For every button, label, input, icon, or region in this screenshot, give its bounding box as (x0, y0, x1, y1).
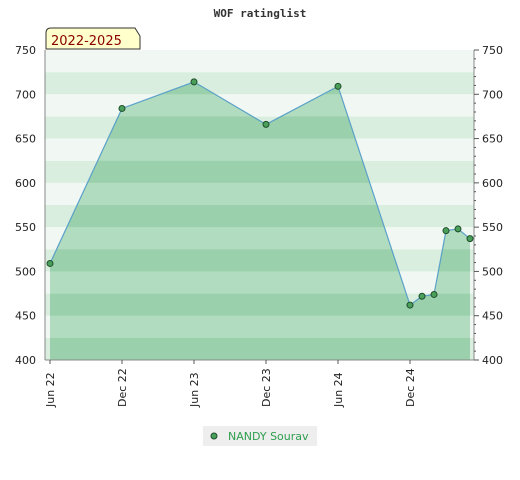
data-point[interactable] (262, 120, 270, 128)
y-tick-left: 500 (15, 265, 36, 278)
legend-label: NANDY Sourav (228, 430, 309, 443)
data-point[interactable] (466, 235, 474, 243)
data-point[interactable] (46, 259, 54, 267)
data-point[interactable] (406, 301, 414, 309)
y-tick-left: 700 (15, 88, 36, 101)
y-tick-right: 450 (482, 310, 503, 323)
y-tick-right: 600 (482, 177, 503, 190)
chart-title: WOF ratinglist (214, 7, 307, 20)
series-area (50, 81, 470, 360)
data-point[interactable] (430, 290, 438, 298)
legend[interactable]: NANDY Sourav (203, 426, 317, 446)
y-tick-right: 750 (482, 44, 503, 57)
data-point[interactable] (454, 225, 462, 233)
data-point[interactable] (442, 227, 450, 235)
x-tick-label: Jun 23 (188, 372, 201, 408)
data-point[interactable] (418, 292, 426, 300)
y-tick-right: 500 (482, 265, 503, 278)
grid-band (45, 72, 474, 95)
grid-band (45, 94, 474, 117)
period-badge-text: 2022-2025 (51, 34, 122, 49)
x-tick-label: Jun 24 (332, 372, 345, 408)
x-tick-label: Dec 23 (260, 368, 273, 407)
y-tick-left: 550 (15, 221, 36, 234)
y-tick-left: 650 (15, 133, 36, 146)
x-tick-label: Jun 22 (44, 372, 57, 408)
data-point[interactable] (190, 78, 198, 86)
y-tick-right: 550 (482, 221, 503, 234)
data-point[interactable] (118, 104, 126, 112)
legend-marker (210, 432, 218, 440)
y-tick-left: 750 (15, 44, 36, 57)
axes (44, 49, 479, 364)
x-tick-label: Dec 24 (404, 368, 417, 407)
y-tick-right: 700 (482, 88, 503, 101)
y-tick-right: 400 (482, 354, 503, 367)
y-tick-left: 400 (15, 354, 36, 367)
x-tick-label: Dec 22 (116, 368, 129, 407)
y-tick-left: 600 (15, 177, 36, 190)
grid-band (45, 50, 474, 73)
y-tick-left: 450 (15, 310, 36, 323)
tick-labels: 400 400 450 450 500 500 550 550 600 600 650 650 700 7… (15, 44, 503, 408)
data-points (46, 78, 474, 309)
data-point[interactable] (334, 82, 342, 90)
y-tick-right: 650 (482, 133, 503, 146)
area-stripes (50, 81, 470, 360)
period-badge: 2022-2025 (45, 27, 141, 50)
